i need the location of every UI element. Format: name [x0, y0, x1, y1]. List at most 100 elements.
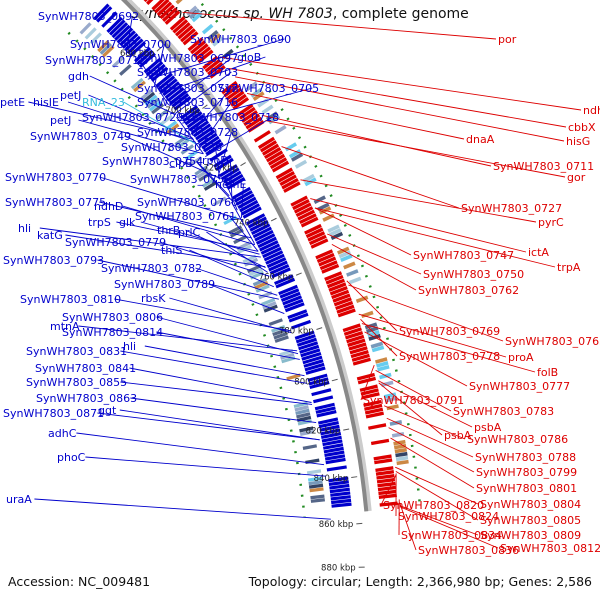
leader-line-left-47	[144, 345, 305, 377]
tick-mark-3	[270, 217, 277, 222]
cds-forward-65	[235, 193, 255, 206]
cds-forward-46	[199, 132, 218, 147]
cds-reverse-31	[204, 58, 221, 73]
gene-label-right-6: gor	[567, 171, 586, 184]
cds-forward-85	[268, 260, 288, 272]
leader-line-right-23	[378, 382, 443, 436]
function-track-b-119	[377, 364, 390, 372]
cds-forward-89	[274, 274, 294, 285]
leader-line-left-16	[176, 116, 204, 155]
cds-forward-69	[242, 206, 262, 219]
cds-forward-125	[314, 402, 335, 411]
cds-forward-42	[190, 120, 210, 135]
function-track-b-143	[396, 459, 409, 466]
cds-reverse-25	[190, 40, 207, 55]
leader-line-left-12	[67, 101, 196, 143]
cds-forward-30	[164, 84, 183, 100]
cds-reverse-45	[236, 103, 254, 117]
gene-label-left-23: rpoD	[202, 154, 229, 167]
gene-label-left-51: SynWH7803_0863	[36, 392, 137, 405]
cds-forward-127	[316, 410, 337, 418]
gene-label-right-32: SynWH7803_0809	[480, 529, 581, 542]
function-track-b-79	[322, 213, 335, 222]
function-track-b-129	[386, 404, 399, 411]
cds-reverse-66	[279, 174, 297, 187]
cds-forward-31	[166, 87, 185, 102]
cds-forward-9	[114, 24, 131, 41]
gene-label-left-53: ggt	[98, 404, 117, 417]
cds-forward-15	[129, 41, 147, 57]
cds-reverse-68	[283, 181, 301, 193]
gene-label-left-52: SynWH7803_0871	[3, 407, 104, 420]
cds-forward-96	[283, 298, 304, 309]
gene-label-right-14: SynWH7803_0769	[399, 325, 500, 338]
cds-forward-73	[249, 219, 269, 232]
tick-label-4: 760 kbp	[259, 272, 294, 282]
function-track-a-135	[302, 444, 318, 450]
gene-label-left-24: SynWH7803_0770	[5, 171, 106, 184]
function-track-a-17	[119, 64, 132, 76]
function-track-b-136	[391, 431, 405, 438]
cds-forward-33	[171, 93, 190, 108]
cds-reverse-74	[293, 202, 312, 214]
leader-line-right-10	[310, 198, 527, 253]
function-track-a-23	[133, 80, 146, 93]
leader-line-right-12	[327, 233, 422, 275]
cds-forward-14	[126, 38, 144, 55]
cds-reverse-18	[172, 19, 189, 34]
function-track-a-62	[212, 196, 227, 207]
tick-mark-1	[202, 104, 208, 109]
tick-mark-7	[343, 428, 350, 431]
cds-forward-95	[282, 295, 303, 306]
cds-forward-59	[224, 173, 244, 187]
leader-line-right-28	[380, 474, 397, 506]
gc-content-track	[67, 0, 422, 518]
cds-reverse-102	[336, 304, 355, 314]
cds-reverse-89	[318, 256, 337, 267]
function-track-b-96	[348, 276, 362, 285]
gene-label-right-27: SynWH7803_0801	[476, 482, 577, 495]
cds-forward-105	[294, 330, 315, 340]
cds-forward-57	[220, 167, 240, 181]
cds-reverse-28	[197, 49, 214, 64]
function-track-a-37	[164, 120, 178, 132]
cds-forward-115	[305, 366, 326, 375]
leader-line-left-48	[120, 350, 307, 384]
cds-reverse-58	[263, 146, 282, 160]
cds-reverse-64	[275, 167, 294, 180]
cds-reverse-67	[281, 177, 299, 190]
tick-label-10: 880 kbp	[321, 563, 356, 573]
cds-forward-134	[321, 435, 342, 443]
genome-backbone	[120, 0, 372, 512]
cds-forward-94	[280, 291, 301, 302]
cds-forward-38	[182, 108, 201, 123]
function-track-a-68	[223, 215, 238, 226]
tick-mark-2	[240, 162, 246, 167]
cds-reverse-53	[253, 130, 271, 143]
gene-label-left-36: katG	[37, 229, 63, 242]
cds-forward-118	[308, 377, 329, 386]
cds-forward-77	[255, 233, 276, 245]
gene-label-left-49: SynWH7803_0841	[35, 362, 136, 375]
function-track-a-72	[229, 228, 244, 238]
cds-reverse-42	[230, 93, 247, 107]
cds-forward-72	[247, 216, 267, 229]
cds-reverse-97	[329, 286, 348, 296]
cds-forward-49	[205, 141, 224, 156]
cds-reverse-76	[297, 209, 316, 221]
function-track-b-25	[207, 30, 219, 41]
gene-label-right-11: trpA	[557, 261, 581, 274]
gene-label-left-35: hli	[18, 222, 31, 235]
function-track-b-126	[383, 392, 397, 399]
cds-forward-123	[313, 395, 334, 404]
cds-reverse-57	[261, 143, 280, 156]
cds-reverse-124	[360, 388, 379, 396]
cds-reverse-7	[143, 0, 148, 3]
cds-forward-43	[192, 123, 212, 138]
cds-forward-110	[300, 348, 321, 358]
tick-mark-0	[156, 46, 162, 52]
gene-label-left-1: SynWH7803_0690	[190, 33, 291, 46]
gene-label-left-48: SynWH7803_0831	[26, 345, 127, 358]
cds-reverse-130	[365, 411, 385, 419]
function-track-b-48	[261, 104, 274, 115]
